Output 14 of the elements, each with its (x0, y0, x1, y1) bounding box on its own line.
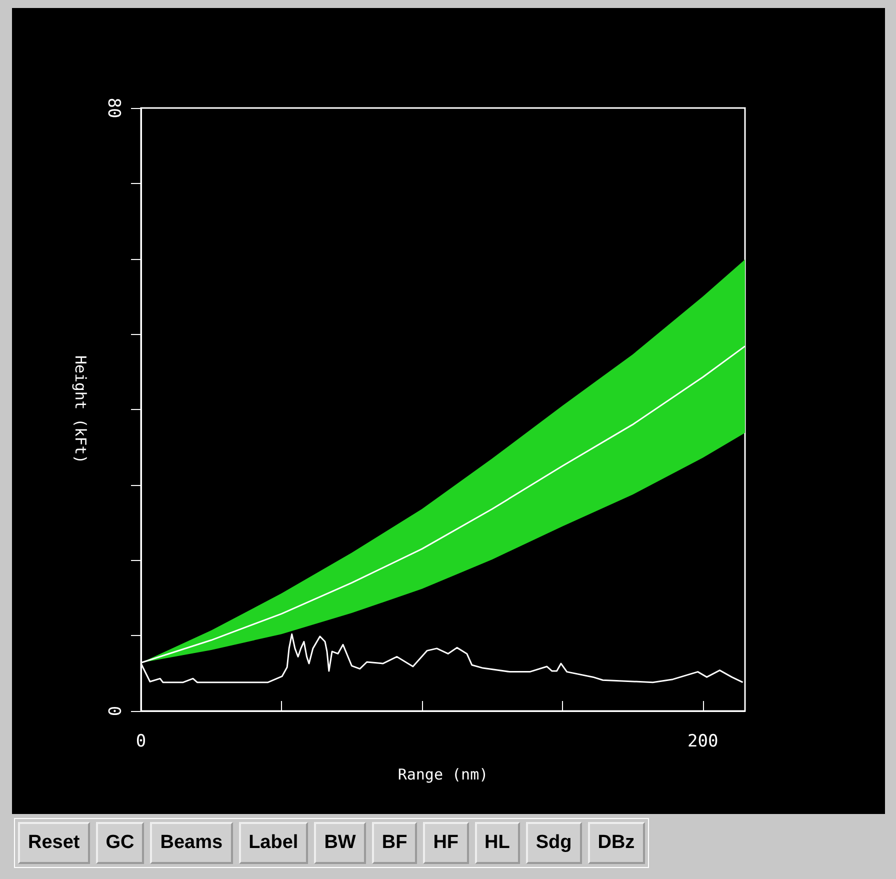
button: Label (238, 822, 308, 864)
button: BW (314, 822, 366, 864)
y-axis-title: Height (kFt) (72, 355, 90, 464)
button: Reset (18, 822, 90, 864)
button: HL (474, 822, 520, 864)
y-tick-label: 80 (104, 98, 124, 118)
button: GC (96, 822, 144, 864)
x-tick-label: 200 (688, 732, 718, 752)
button: Sdg (526, 822, 582, 864)
button: BF (372, 822, 418, 864)
button: DBz (588, 822, 645, 864)
button: HF (423, 822, 469, 864)
button: Beams (150, 822, 233, 864)
x-axis-title: Range (nm) (398, 766, 488, 784)
